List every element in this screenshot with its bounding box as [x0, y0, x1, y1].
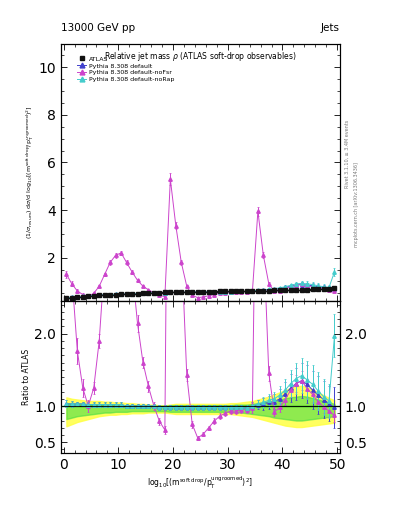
- X-axis label: log$_{10}$[(m$^{\mathrm{soft\ drop}}$/p$_{\mathrm{T}}^{\mathrm{ungroomed}}$)$^2$: log$_{10}$[(m$^{\mathrm{soft\ drop}}$/p$…: [147, 475, 253, 491]
- Text: Jets: Jets: [321, 23, 340, 33]
- Text: 13000 GeV pp: 13000 GeV pp: [61, 23, 135, 33]
- Text: Relative jet mass $\rho$ (ATLAS soft-drop observables): Relative jet mass $\rho$ (ATLAS soft-dro…: [104, 50, 297, 63]
- Y-axis label: $(1/\sigma_{\mathrm{resum}})$ d$\sigma$/d log$_{10}$[(m$^{\mathrm{soft\ drop}}$/: $(1/\sigma_{\mathrm{resum}})$ d$\sigma$/…: [24, 105, 36, 239]
- Legend: ATLAS, Pythia 8.308 default, Pythia 8.308 default-noFsr, Pythia 8.308 default-no: ATLAS, Pythia 8.308 default, Pythia 8.30…: [75, 54, 176, 84]
- Y-axis label: Ratio to ATLAS: Ratio to ATLAS: [22, 349, 31, 405]
- Text: Rivet 3.1.10, ≥ 3.4M events: Rivet 3.1.10, ≥ 3.4M events: [345, 119, 350, 188]
- Text: mcplots.cern.ch [arXiv:1306.3436]: mcplots.cern.ch [arXiv:1306.3436]: [354, 162, 359, 247]
